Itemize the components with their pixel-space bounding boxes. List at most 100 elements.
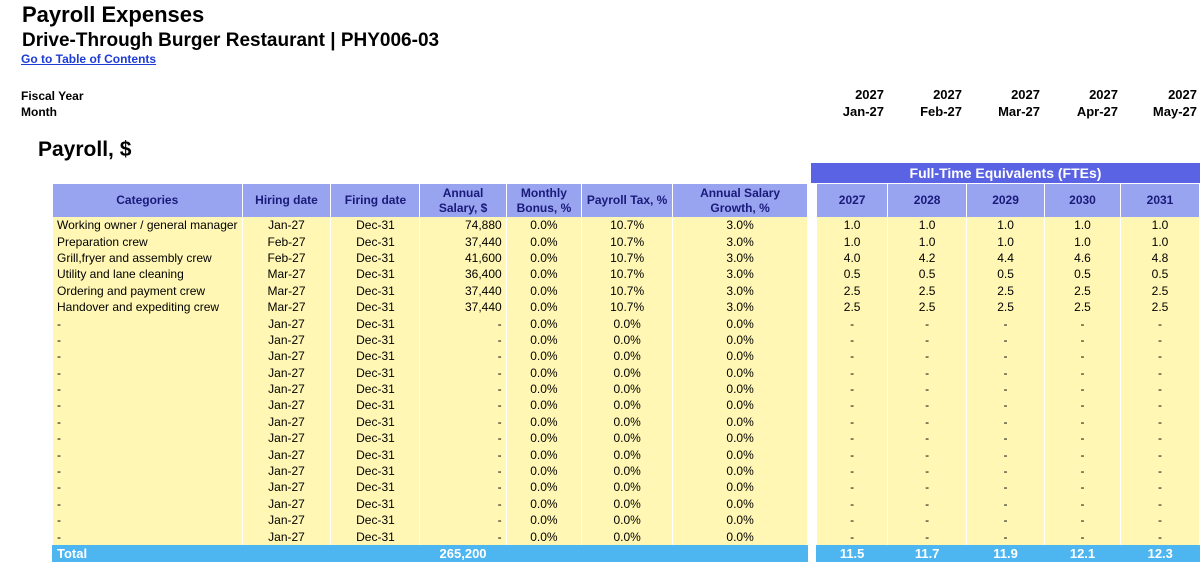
fte-cell[interactable]: - <box>816 315 889 332</box>
fte-cell[interactable]: - <box>966 446 1046 463</box>
annual-salary-cell[interactable]: - <box>419 315 507 332</box>
firing-date-cell[interactable]: Dec-31 <box>330 446 421 463</box>
fte-cell[interactable]: - <box>1120 462 1200 480</box>
monthly-bonus-cell[interactable]: 0.0% <box>505 413 583 431</box>
payroll-tax-cell[interactable]: 0.0% <box>581 331 674 349</box>
fte-cell[interactable]: - <box>816 380 889 398</box>
hiring-date-cell[interactable]: Jan-27 <box>241 413 332 431</box>
fte-cell[interactable]: 4.2 <box>887 249 968 267</box>
salary-growth-cell[interactable]: 0.0% <box>672 364 809 381</box>
payroll-tax-cell[interactable]: 0.0% <box>581 528 674 545</box>
monthly-bonus-cell[interactable]: 0.0% <box>505 298 583 316</box>
monthly-bonus-cell[interactable]: 0.0% <box>505 528 583 545</box>
hiring-date-cell[interactable]: Jan-27 <box>241 315 332 332</box>
fte-cell[interactable]: - <box>816 430 889 447</box>
fte-cell[interactable]: - <box>966 462 1046 480</box>
fte-cell[interactable]: 2.5 <box>816 298 889 316</box>
fte-cell[interactable]: - <box>887 528 968 545</box>
fte-cell[interactable]: - <box>966 348 1046 365</box>
hiring-date-cell[interactable]: Jan-27 <box>241 331 332 349</box>
fte-cell[interactable]: - <box>966 364 1046 381</box>
fte-cell[interactable]: - <box>1120 528 1200 545</box>
payroll-tax-cell[interactable]: 0.0% <box>581 430 674 447</box>
monthly-bonus-cell[interactable]: 0.0% <box>505 446 583 463</box>
fte-cell[interactable]: - <box>966 430 1046 447</box>
fte-cell[interactable]: - <box>887 479 968 496</box>
firing-date-cell[interactable]: Dec-31 <box>330 331 421 349</box>
fte-cell[interactable]: - <box>966 315 1046 332</box>
fte-cell[interactable]: - <box>1044 512 1121 529</box>
category-cell[interactable]: - <box>52 380 243 398</box>
salary-growth-cell[interactable]: 0.0% <box>672 446 809 463</box>
category-cell[interactable]: Ordering and payment crew <box>52 282 243 299</box>
category-cell[interactable]: - <box>52 364 243 381</box>
hiring-date-cell[interactable]: Jan-27 <box>241 364 332 381</box>
monthly-bonus-cell[interactable]: 0.0% <box>505 217 583 234</box>
fte-cell[interactable]: 4.6 <box>1044 249 1121 267</box>
fte-cell[interactable]: 0.5 <box>1120 266 1200 283</box>
category-cell[interactable]: - <box>52 446 243 463</box>
hiring-date-cell[interactable]: Jan-27 <box>241 446 332 463</box>
salary-growth-cell[interactable]: 3.0% <box>672 298 809 316</box>
fte-cell[interactable]: 1.0 <box>1120 233 1200 250</box>
fte-cell[interactable]: - <box>887 413 968 431</box>
firing-date-cell[interactable]: Dec-31 <box>330 528 421 545</box>
monthly-bonus-cell[interactable]: 0.0% <box>505 331 583 349</box>
fte-cell[interactable]: 1.0 <box>1044 233 1121 250</box>
annual-salary-cell[interactable]: - <box>419 380 507 398</box>
fte-cell[interactable]: 1.0 <box>816 233 889 250</box>
fte-cell[interactable]: 2.5 <box>1044 282 1121 299</box>
fte-cell[interactable]: - <box>887 495 968 513</box>
hiring-date-cell[interactable]: Feb-27 <box>241 233 332 250</box>
firing-date-cell[interactable]: Dec-31 <box>330 266 421 283</box>
annual-salary-cell[interactable]: - <box>419 397 507 414</box>
payroll-tax-cell[interactable]: 10.7% <box>581 217 674 234</box>
salary-growth-cell[interactable]: 0.0% <box>672 331 809 349</box>
fte-cell[interactable]: - <box>1120 348 1200 365</box>
fte-cell[interactable]: - <box>816 331 889 349</box>
annual-salary-cell[interactable]: - <box>419 528 507 545</box>
salary-growth-cell[interactable]: 0.0% <box>672 413 809 431</box>
toc-link[interactable]: Go to Table of Contents <box>21 52 157 66</box>
fte-cell[interactable]: - <box>887 512 968 529</box>
fte-cell[interactable]: - <box>966 413 1046 431</box>
fte-cell[interactable]: 2.5 <box>1044 298 1121 316</box>
monthly-bonus-cell[interactable]: 0.0% <box>505 380 583 398</box>
monthly-bonus-cell[interactable]: 0.0% <box>505 233 583 250</box>
fte-cell[interactable]: - <box>887 397 968 414</box>
payroll-tax-cell[interactable]: 0.0% <box>581 348 674 365</box>
fte-cell[interactable]: 4.0 <box>816 249 889 267</box>
category-cell[interactable]: - <box>52 331 243 349</box>
fte-cell[interactable]: - <box>887 462 968 480</box>
fte-cell[interactable]: 1.0 <box>966 217 1046 234</box>
monthly-bonus-cell[interactable]: 0.0% <box>505 430 583 447</box>
salary-growth-cell[interactable]: 0.0% <box>672 495 809 513</box>
salary-growth-cell[interactable]: 0.0% <box>672 479 809 496</box>
category-cell[interactable]: - <box>52 315 243 332</box>
fte-cell[interactable]: - <box>1120 315 1200 332</box>
fte-cell[interactable]: 4.4 <box>966 249 1046 267</box>
fte-cell[interactable]: - <box>816 462 889 480</box>
fte-cell[interactable]: 0.5 <box>966 266 1046 283</box>
fte-cell[interactable]: - <box>816 479 889 496</box>
monthly-bonus-cell[interactable]: 0.0% <box>505 266 583 283</box>
fte-cell[interactable]: - <box>887 315 968 332</box>
firing-date-cell[interactable]: Dec-31 <box>330 217 421 234</box>
fte-cell[interactable]: 2.5 <box>1120 298 1200 316</box>
payroll-tax-cell[interactable]: 0.0% <box>581 315 674 332</box>
category-cell[interactable]: Handover and expediting crew <box>52 298 243 316</box>
fte-cell[interactable]: 1.0 <box>887 217 968 234</box>
payroll-tax-cell[interactable]: 10.7% <box>581 282 674 299</box>
fte-cell[interactable]: - <box>887 446 968 463</box>
fte-cell[interactable]: 1.0 <box>816 217 889 234</box>
hiring-date-cell[interactable]: Jan-27 <box>241 348 332 365</box>
salary-growth-cell[interactable]: 0.0% <box>672 380 809 398</box>
payroll-tax-cell[interactable]: 10.7% <box>581 233 674 250</box>
fte-cell[interactable]: 1.0 <box>1044 217 1121 234</box>
annual-salary-cell[interactable]: 74,880 <box>419 217 507 234</box>
monthly-bonus-cell[interactable]: 0.0% <box>505 512 583 529</box>
fte-cell[interactable]: - <box>966 495 1046 513</box>
fte-cell[interactable]: 1.0 <box>1120 217 1200 234</box>
annual-salary-cell[interactable]: - <box>419 331 507 349</box>
category-cell[interactable]: - <box>52 495 243 513</box>
